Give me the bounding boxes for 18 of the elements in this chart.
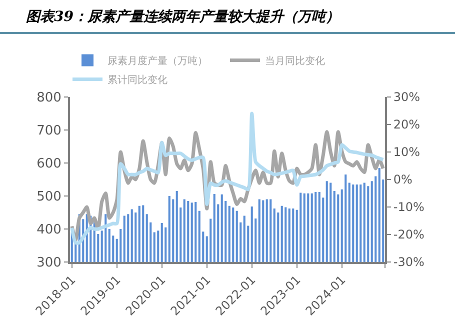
legend-label: 尿素月度产量（万吨） [108, 55, 208, 68]
y2-tick-label: -10% [393, 200, 424, 214]
line-series [70, 112, 385, 244]
legend-label: 累计同比变化 [108, 74, 168, 86]
y-tick-label: 600 [36, 156, 62, 172]
y-tick-label: 500 [36, 190, 62, 205]
y2-tick-label: 30% [393, 90, 420, 104]
y2-tick-label: 0% [393, 172, 412, 187]
y2-tick-label: 20% [393, 118, 420, 132]
y2-tick-label: 10% [393, 145, 420, 160]
y2-tick-label: -20% [393, 228, 424, 242]
y2-tick-label: -30% [393, 255, 424, 270]
y-tick-label: 800 [36, 90, 62, 106]
chart-title: 图表39：尿素产量连续两年产量较大提升（万吨） [0, 0, 455, 34]
y-tick-label: 400 [36, 222, 62, 238]
y-tick-label: 300 [36, 256, 62, 271]
legend-label: 当月同比变化 [265, 55, 325, 68]
y-tick-label: 700 [36, 124, 62, 139]
